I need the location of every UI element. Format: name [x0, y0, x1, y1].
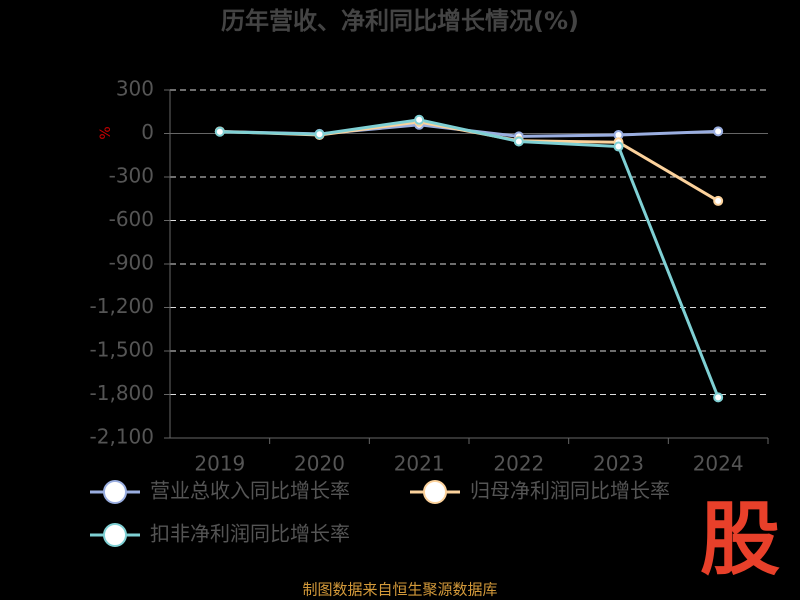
- y-tick-label: -300: [109, 164, 154, 188]
- data-point: [713, 195, 724, 206]
- data-point: [713, 126, 724, 137]
- legend-label: 营业总收入同比增长率: [150, 479, 350, 503]
- x-tick-label: 2022: [493, 452, 544, 476]
- y-tick-label: -900: [109, 251, 154, 275]
- series-line: [219, 118, 720, 398]
- data-point: [414, 114, 425, 125]
- data-point: [214, 126, 225, 137]
- x-tick-label: 2023: [593, 452, 644, 476]
- data-point: [713, 392, 724, 403]
- x-tick-label: 2020: [294, 452, 345, 476]
- y-tick-label: 0: [141, 120, 154, 144]
- y-tick-label: -2,100: [90, 425, 154, 449]
- x-tick-label: 2019: [194, 452, 245, 476]
- data-point: [513, 136, 524, 147]
- legend-label: 扣非净利润同比增长率: [150, 522, 350, 546]
- y-tick-label: -1,200: [90, 294, 154, 318]
- y-tick-label: -1,800: [90, 381, 154, 405]
- data-point: [314, 129, 325, 140]
- chart-title: 历年营收、净利同比增长情况(%): [221, 7, 579, 35]
- y-tick-label: -600: [109, 207, 154, 231]
- source-note: 制图数据来自恒生聚源数据库: [302, 581, 497, 599]
- legend-marker: [103, 523, 127, 547]
- data-point: [613, 141, 624, 152]
- x-tick-label: 2021: [394, 452, 445, 476]
- watermark: 股: [700, 493, 780, 586]
- legend-marker: [423, 480, 447, 504]
- y-axis-label: %: [98, 126, 114, 139]
- legend-marker: [103, 480, 127, 504]
- legend-label: 归母净利润同比增长率: [470, 479, 670, 503]
- y-tick-label: -1,500: [90, 338, 154, 362]
- y-tick-label: 300: [116, 77, 154, 101]
- x-tick-label: 2024: [693, 452, 744, 476]
